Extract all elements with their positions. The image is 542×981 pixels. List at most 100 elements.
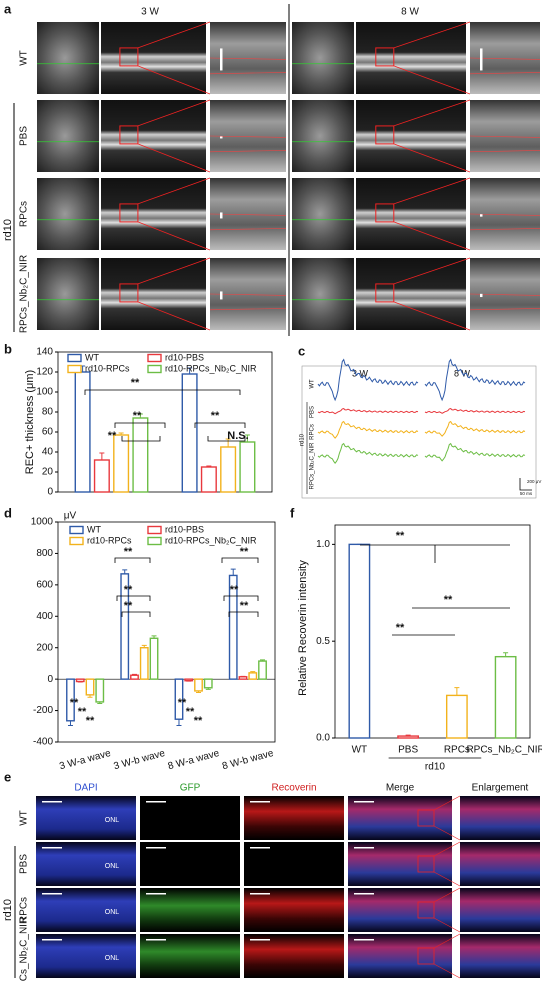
thickness-bar: [220, 48, 223, 71]
label: PBS: [398, 745, 418, 756]
label: DAPI: [74, 783, 97, 794]
zoom-line: [137, 143, 211, 173]
label: 0: [47, 487, 53, 498]
scale-bar: [250, 939, 270, 941]
micrograph: [460, 842, 540, 886]
label: **: [78, 706, 87, 718]
label: 0.5: [316, 636, 330, 647]
zoom-line: [137, 301, 211, 331]
zoom-line: [137, 177, 211, 205]
label: -400: [33, 737, 53, 748]
label: μV: [64, 511, 77, 522]
erg-trace: [317, 442, 419, 465]
scale-bar: [354, 893, 374, 895]
error-bar: [225, 438, 231, 447]
error-bar: [131, 673, 137, 676]
label: **: [240, 546, 249, 558]
zoom-line: [433, 795, 461, 811]
zoom-line: [433, 825, 461, 841]
zoom-box: [119, 125, 139, 145]
scale-bar: [250, 893, 270, 895]
layer-line: [209, 72, 287, 75]
significance-bracket: [207, 436, 246, 442]
micrograph: [36, 934, 136, 978]
bar: [200, 466, 217, 493]
label: 40: [42, 447, 54, 458]
label: **: [396, 622, 405, 634]
label: 8 W: [401, 7, 419, 18]
label: rd10-RPCs: [85, 363, 130, 373]
bar: [238, 676, 248, 680]
label: ONL: [105, 909, 120, 916]
label: 80: [42, 407, 54, 418]
label: 50 ms: [520, 491, 533, 496]
scale-bar: [354, 801, 374, 803]
layer-line: [209, 293, 287, 296]
bar: [203, 678, 213, 689]
zoom-line: [137, 21, 211, 49]
label: RPCs_Nb₂C_NIR: [310, 442, 316, 490]
label: GFP: [180, 783, 201, 794]
label: rd10-RPCs_Nb₂C_NIR: [165, 363, 257, 373]
error-bar: [454, 687, 460, 696]
zoom-box: [417, 855, 435, 873]
micrograph: [140, 934, 240, 978]
error-bar: [244, 434, 250, 442]
label: Merge: [386, 783, 415, 794]
error-bar: [205, 687, 211, 690]
label: **: [211, 410, 220, 422]
plot-frame: [57, 521, 276, 743]
bar: [220, 446, 237, 493]
zoom-box: [375, 47, 395, 67]
label: 100: [36, 387, 53, 398]
fundus-image: [37, 22, 99, 94]
plot-frame: [57, 351, 273, 493]
scale-bar: [354, 847, 374, 849]
bar: [248, 672, 258, 680]
significance-bracket: [221, 557, 259, 563]
label: WT: [310, 379, 316, 389]
label: 60: [42, 427, 54, 438]
panel-frame: [301, 365, 537, 499]
zoom-line: [433, 841, 461, 857]
thickness-bar: [220, 136, 223, 139]
label: RPCs: [310, 424, 316, 440]
zoom-box: [119, 47, 139, 67]
label: WT: [85, 352, 99, 362]
zoom-line: [393, 177, 471, 205]
fundus-image: [292, 258, 354, 330]
layer-line: [469, 135, 541, 138]
label: PBS: [19, 854, 30, 874]
erg-trace: [424, 420, 526, 437]
bar: [181, 373, 198, 493]
erg-trace: [424, 358, 526, 402]
scale-bar: [42, 847, 62, 849]
label: **: [444, 594, 453, 606]
bar: [93, 459, 110, 493]
oct-image: [356, 100, 466, 172]
label: rd10: [2, 899, 14, 921]
label: **: [86, 715, 95, 727]
fundus-image: [37, 258, 99, 330]
label: 1000: [31, 517, 54, 528]
micrograph: [244, 796, 344, 840]
fundus-image: [37, 100, 99, 172]
scale-bar: [250, 801, 270, 803]
scale-bar: [42, 893, 62, 895]
bar: [75, 678, 85, 683]
layer-line: [209, 135, 287, 138]
label: c: [298, 343, 305, 358]
zoom-box: [375, 283, 395, 303]
label: **: [70, 697, 79, 709]
micrograph: [140, 888, 240, 932]
oct-image: [101, 178, 206, 250]
label: **: [124, 600, 133, 612]
significance-bracket: [114, 557, 151, 563]
scale-bar: [519, 478, 532, 491]
bar: [132, 417, 149, 493]
scale-bar: [42, 939, 62, 941]
error-bar: [67, 720, 73, 726]
bar: [113, 434, 130, 493]
scale-bar: [42, 801, 62, 803]
label: WT: [87, 524, 101, 534]
